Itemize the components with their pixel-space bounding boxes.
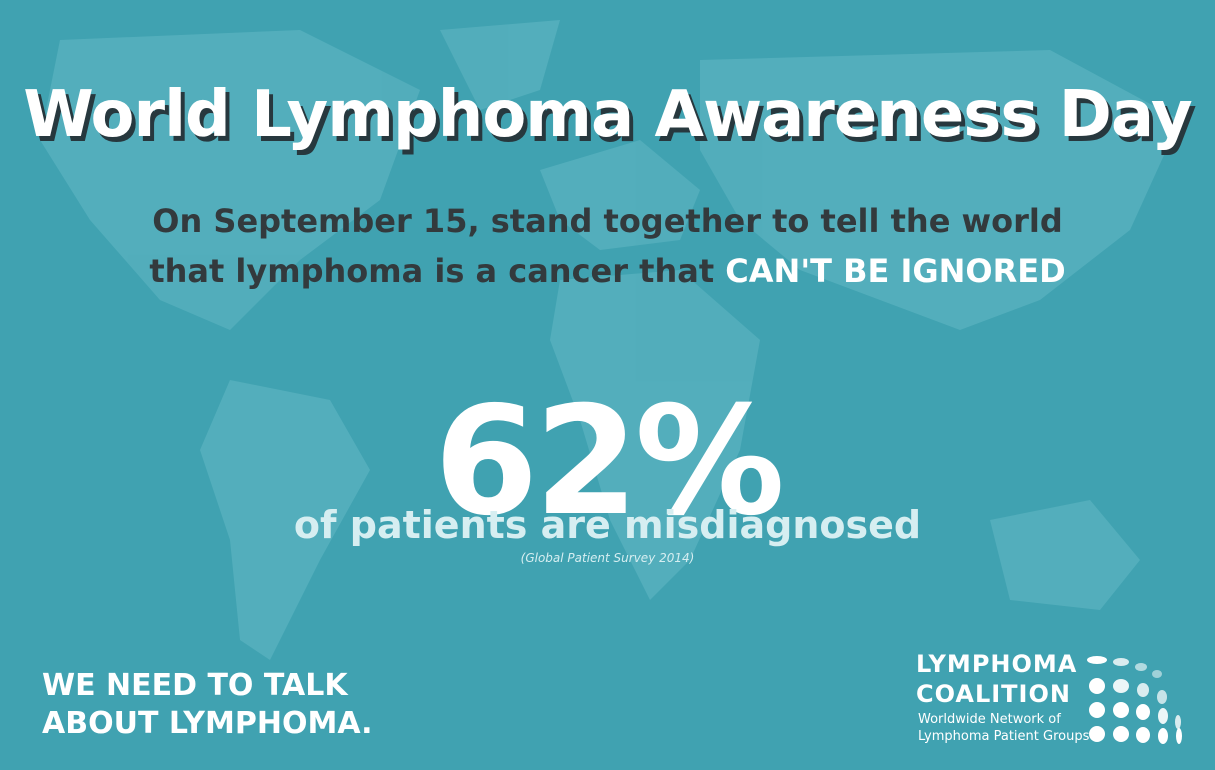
stat-caption: of patients are misdiagnosed bbox=[293, 503, 922, 547]
logo-name: LYMPHOMA bbox=[916, 650, 1078, 678]
subtitle-text: that lymphoma is a cancer that bbox=[149, 252, 715, 290]
subtitle-line: On September 15, stand together to tell … bbox=[152, 202, 1063, 240]
stat-value: 62% bbox=[433, 375, 785, 549]
logo-name: COALITION bbox=[916, 680, 1071, 708]
logo-tagline: Lymphoma Patient Groups bbox=[918, 729, 1090, 744]
logo-tagline: Worldwide Network of bbox=[918, 712, 1061, 727]
footer-line: WE NEED TO TALK bbox=[42, 668, 348, 703]
logo-dots bbox=[1087, 656, 1182, 744]
footer-line: ABOUT LYMPHOMA. bbox=[42, 706, 373, 741]
subtitle-line: that lymphoma is a cancer that CAN'T BE … bbox=[0, 252, 1215, 290]
title: World Lymphoma Awareness Day bbox=[23, 78, 1193, 152]
subtitle-emphasis: CAN'T BE IGNORED bbox=[725, 252, 1066, 290]
stat-source: (Global Patient Survey 2014) bbox=[520, 551, 695, 565]
